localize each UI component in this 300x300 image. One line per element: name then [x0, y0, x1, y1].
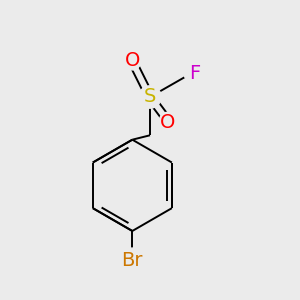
Circle shape	[184, 66, 199, 81]
Text: S: S	[144, 88, 156, 106]
Circle shape	[159, 112, 176, 129]
Text: O: O	[124, 51, 140, 70]
Circle shape	[124, 53, 141, 70]
Text: Br: Br	[122, 251, 143, 270]
Circle shape	[123, 248, 142, 267]
Text: F: F	[189, 64, 200, 83]
Text: O: O	[160, 112, 176, 131]
Circle shape	[139, 86, 161, 108]
